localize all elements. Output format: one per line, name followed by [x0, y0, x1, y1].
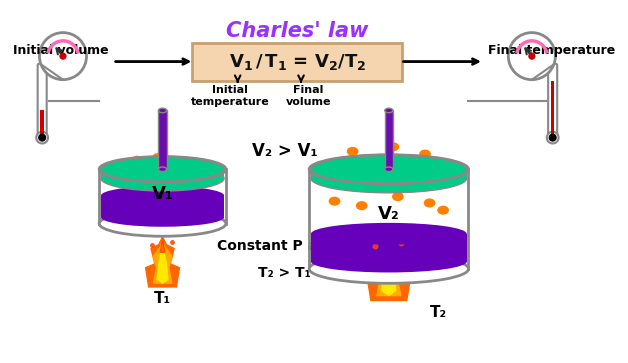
Polygon shape	[146, 237, 180, 287]
Ellipse shape	[311, 155, 467, 184]
Circle shape	[508, 33, 555, 79]
Text: Final temperature: Final temperature	[489, 44, 615, 57]
Ellipse shape	[392, 192, 404, 201]
FancyBboxPatch shape	[548, 64, 557, 139]
Text: T₁: T₁	[154, 291, 171, 306]
Bar	[40, 110, 44, 136]
Ellipse shape	[328, 197, 340, 206]
FancyBboxPatch shape	[38, 64, 46, 139]
Text: $\mathbf{V_1\,/\,T_1\,=\,V_2/T_2}$: $\mathbf{V_1\,/\,T_1\,=\,V_2/T_2}$	[229, 52, 366, 72]
Ellipse shape	[424, 199, 435, 208]
Ellipse shape	[311, 251, 467, 273]
Ellipse shape	[122, 169, 134, 178]
Polygon shape	[367, 236, 411, 301]
Ellipse shape	[99, 211, 226, 236]
Ellipse shape	[385, 108, 393, 113]
Text: V₁: V₁	[152, 185, 173, 203]
Circle shape	[549, 134, 557, 142]
Ellipse shape	[347, 147, 359, 156]
Ellipse shape	[101, 208, 224, 227]
Ellipse shape	[309, 254, 468, 284]
Ellipse shape	[131, 156, 143, 165]
FancyBboxPatch shape	[192, 42, 403, 81]
Text: Constant P and n: Constant P and n	[217, 239, 352, 253]
Circle shape	[38, 134, 46, 142]
Bar	[99, 169, 226, 224]
Bar	[311, 169, 467, 178]
Text: V₂ > V₁: V₂ > V₁	[252, 142, 318, 160]
Ellipse shape	[338, 174, 349, 183]
Polygon shape	[382, 246, 396, 295]
Circle shape	[60, 53, 67, 60]
Bar	[158, 110, 166, 169]
Bar	[385, 110, 393, 169]
Polygon shape	[153, 239, 172, 283]
Circle shape	[40, 33, 87, 79]
Ellipse shape	[387, 142, 399, 151]
Ellipse shape	[173, 158, 185, 167]
Circle shape	[547, 132, 558, 143]
Ellipse shape	[419, 150, 431, 159]
Ellipse shape	[437, 206, 449, 215]
Text: Charles' law: Charles' law	[226, 21, 369, 41]
Ellipse shape	[433, 177, 445, 186]
Bar	[311, 234, 467, 262]
Text: Initial volume: Initial volume	[13, 44, 108, 57]
Ellipse shape	[188, 169, 200, 178]
Text: T₂ > T₁: T₂ > T₁	[258, 266, 311, 280]
Circle shape	[528, 53, 536, 60]
Bar	[101, 169, 224, 178]
Ellipse shape	[311, 164, 467, 193]
Ellipse shape	[385, 167, 393, 172]
Ellipse shape	[156, 167, 168, 176]
Ellipse shape	[175, 174, 187, 183]
Ellipse shape	[101, 186, 224, 205]
Polygon shape	[386, 238, 392, 256]
Ellipse shape	[101, 156, 224, 182]
Ellipse shape	[311, 223, 467, 245]
Text: Initial
temperature: Initial temperature	[191, 85, 270, 107]
Text: Final
volume: Final volume	[286, 85, 331, 107]
Ellipse shape	[152, 153, 164, 162]
Polygon shape	[157, 245, 168, 283]
Text: V₂: V₂	[378, 205, 399, 223]
Bar	[551, 81, 555, 136]
Ellipse shape	[356, 201, 367, 210]
Bar	[309, 169, 468, 269]
Ellipse shape	[401, 170, 413, 179]
Circle shape	[36, 132, 48, 143]
Polygon shape	[377, 239, 401, 295]
Ellipse shape	[158, 108, 166, 113]
Ellipse shape	[141, 174, 152, 183]
Polygon shape	[160, 238, 165, 252]
Text: T₂: T₂	[430, 305, 447, 320]
Ellipse shape	[101, 166, 224, 191]
Ellipse shape	[369, 165, 381, 174]
Ellipse shape	[158, 167, 166, 172]
Bar	[101, 196, 224, 217]
